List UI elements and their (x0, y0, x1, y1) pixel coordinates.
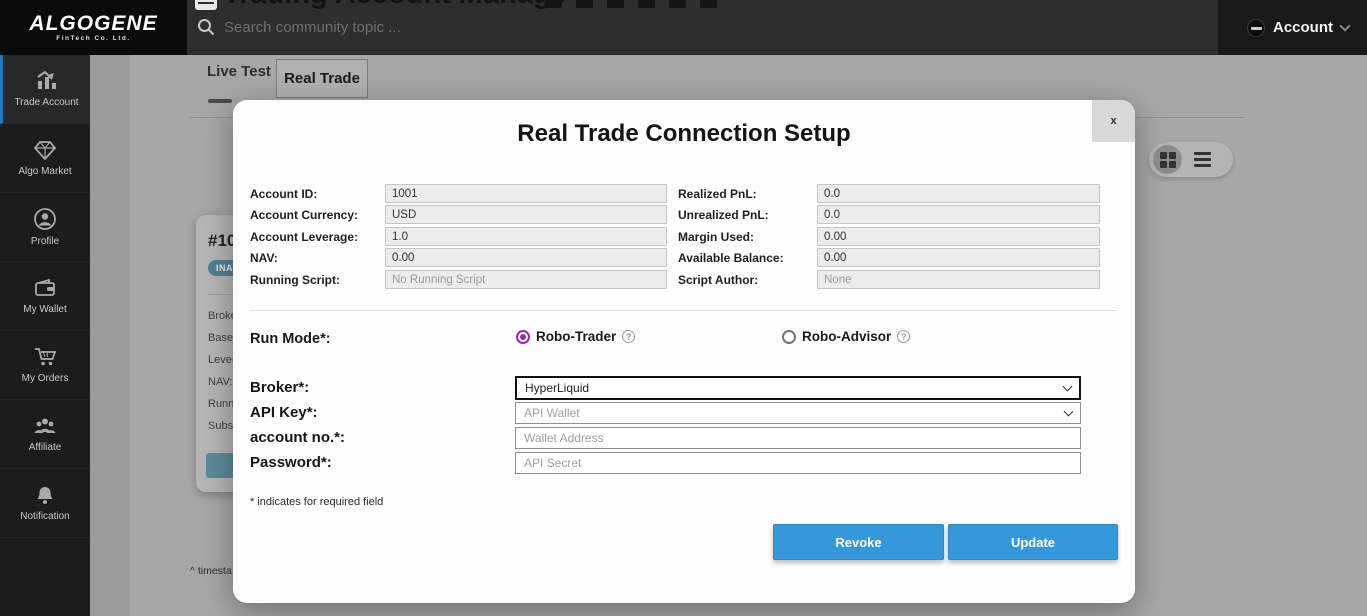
sidebar-item-my-orders[interactable]: My Orders (0, 331, 90, 400)
radio-unselected-icon (782, 329, 796, 344)
gem-icon (33, 141, 57, 161)
wallet-icon (35, 278, 55, 296)
api-key-label: API Key*: (250, 404, 318, 421)
tab-real-trade[interactable]: Real Trade (276, 59, 368, 98)
people-icon (34, 418, 56, 433)
tab-indicator (208, 99, 232, 103)
account-currency-field[interactable] (385, 205, 667, 224)
cart-icon (35, 348, 57, 366)
modal-title: Real Trade Connection Setup (517, 120, 851, 147)
list-icon (1194, 152, 1211, 167)
sidebar-item-label: My Wallet (23, 304, 67, 315)
bell-icon (37, 487, 53, 504)
sidebar-item-algo-market[interactable]: Algo Market (0, 124, 90, 193)
page-title-icon (195, 0, 217, 10)
field-label: Running Script: (250, 273, 340, 287)
wallet-address-input[interactable] (515, 427, 1081, 449)
card-field: Broke (208, 310, 237, 322)
run-mode-label: Run Mode*: (250, 331, 331, 347)
sidebar-item-affiliate[interactable]: Affiliate (0, 400, 90, 469)
person-icon (34, 208, 56, 230)
field-label: Account Leverage: (250, 230, 359, 244)
broker-label: Broker*: (250, 379, 310, 396)
page-title-strip: Trading Account Manage (187, 0, 1218, 12)
nav-field[interactable] (385, 248, 667, 267)
account-card-id: #10 (208, 231, 237, 250)
grid-view-button[interactable] (1153, 145, 1182, 174)
chevron-down-icon (1062, 381, 1073, 392)
password-label: Password*: (250, 454, 332, 471)
field-label: Script Author: (678, 273, 759, 287)
chart-icon (36, 70, 56, 89)
sidebar-item-trade-account[interactable]: Trade Account (0, 55, 90, 124)
radio-selected-icon (516, 329, 530, 344)
card-field: NAV: (208, 376, 233, 388)
sidebar-item-label: Profile (30, 236, 60, 247)
api-secret-input[interactable] (515, 452, 1081, 474)
chevron-down-icon (1063, 406, 1074, 417)
section-divider (250, 310, 1117, 311)
search-icon (198, 19, 214, 35)
sidebar-item-profile[interactable]: Profile (0, 193, 90, 262)
sidebar-item-label: Notification (20, 511, 70, 522)
brand-tagline: FinTech Co. Ltd. (56, 34, 131, 42)
field-label: Account ID: (250, 187, 318, 201)
brand-name: ALGOGENE (29, 11, 158, 35)
sidebar-item-notification[interactable]: Notification (0, 469, 90, 538)
account-leverage-field[interactable] (385, 227, 667, 246)
card-field: Base (208, 332, 234, 344)
sidebar-item-label: My Orders (21, 373, 69, 384)
close-icon[interactable]: x (1092, 100, 1135, 142)
field-label: Realized PnL: (678, 187, 757, 201)
content-left-margin (90, 55, 130, 616)
title-toolbar-icons (545, 0, 717, 8)
field-label: Available Balance: (678, 251, 784, 265)
community-search[interactable] (197, 14, 797, 40)
account-no-label: account no.*: (250, 429, 346, 446)
radio-robo-trader[interactable]: Robo-Trader ? (516, 329, 636, 344)
field-label: Account Currency: (250, 208, 359, 222)
field-label: Unrealized PnL: (678, 208, 769, 222)
search-input[interactable] (224, 18, 744, 36)
account-menu-label: Account (1273, 19, 1333, 36)
account-menu[interactable]: Account (1218, 0, 1367, 55)
update-button[interactable]: Update (948, 524, 1118, 560)
page-title: Trading Account Manage (223, 0, 567, 11)
list-view-button[interactable] (1188, 145, 1217, 174)
sidebar: Trade Account Algo Market Profile My Wal… (0, 55, 90, 616)
account-avatar (1247, 18, 1265, 37)
top-bar: Trading Account Manage (187, 0, 1218, 55)
timestamp-footnote: ^ timesta (190, 565, 232, 577)
api-key-select[interactable]: API Wallet (515, 402, 1081, 424)
real-trade-setup-modal: x Real Trade Connection Setup Account ID… (233, 100, 1135, 603)
grid-icon (1159, 151, 1176, 168)
available-balance-field[interactable] (817, 248, 1100, 267)
sidebar-item-my-wallet[interactable]: My Wallet (0, 262, 90, 331)
help-icon[interactable]: ? (622, 330, 636, 343)
chevron-down-icon (1339, 19, 1351, 32)
sidebar-item-label: Algo Market (18, 166, 72, 177)
required-field-note: * indicates for required field (250, 496, 384, 508)
view-toggle (1149, 142, 1233, 177)
card-field: Runn (208, 398, 235, 410)
field-label: Margin Used: (678, 230, 755, 244)
margin-used-field[interactable] (817, 227, 1100, 246)
radio-robo-advisor[interactable]: Robo-Advisor ? (782, 329, 911, 344)
realized-pnl-field[interactable] (817, 184, 1100, 203)
brand-logo[interactable]: ALGOGENE FinTech Co. Ltd. (0, 0, 187, 55)
running-script-field[interactable] (385, 270, 667, 289)
help-icon[interactable]: ? (897, 330, 911, 343)
script-author-field[interactable] (817, 270, 1100, 289)
field-label: NAV: (250, 251, 278, 265)
card-field: Subs (208, 420, 234, 432)
broker-select[interactable]: HyperLiquid (515, 376, 1081, 400)
tab-live-test[interactable]: Live Test (207, 63, 271, 80)
unrealized-pnl-field[interactable] (817, 205, 1100, 224)
card-field: Lever (208, 354, 236, 366)
sidebar-item-label: Affiliate (28, 442, 62, 453)
sidebar-item-label: Trade Account (14, 97, 79, 108)
revoke-button[interactable]: Revoke (773, 524, 944, 560)
account-id-field[interactable] (385, 184, 667, 203)
